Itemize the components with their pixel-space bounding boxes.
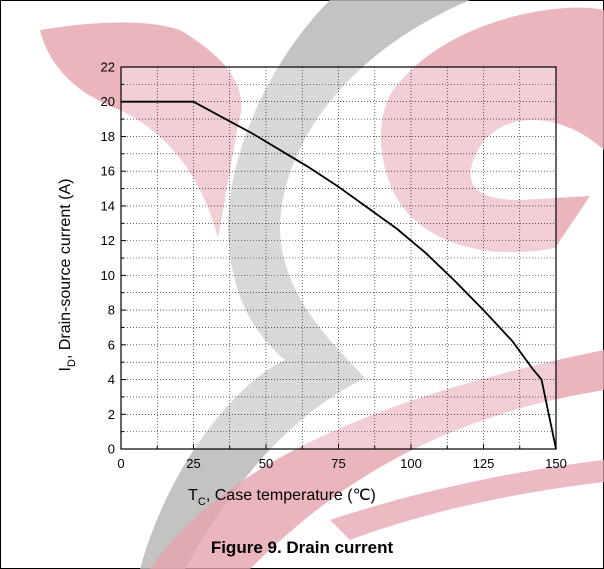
drain-current-curve — [121, 100, 557, 450]
watermark-pink-arc-bottom — [150, 350, 604, 569]
y-tick-label: 6 — [108, 337, 115, 352]
x-tick-label: 75 — [331, 456, 345, 471]
y-tick-label: 22 — [101, 60, 115, 75]
chart-series — [121, 100, 557, 450]
y-tick-label: 12 — [101, 233, 115, 248]
y-tick-label: 16 — [101, 164, 115, 179]
y-tick-label: 4 — [108, 372, 115, 387]
watermark-grey-band — [140, 0, 470, 569]
chart-tick-labels: 0 25 50 75 100 125 150 0 2 4 6 8 10 12 14 16 18 20 22 — [101, 60, 567, 472]
y-tick-label: 10 — [101, 268, 115, 283]
y-axis-title: ID, Drain-source current (A) — [57, 179, 78, 372]
y-tick-label: 2 — [108, 407, 115, 422]
x-tick-label: 125 — [473, 456, 495, 471]
watermark-pink-swoosh-left — [40, 22, 242, 238]
y-tick-label: 8 — [108, 303, 115, 318]
y-tick-label: 20 — [101, 94, 115, 109]
x-tick-label: 50 — [259, 456, 273, 471]
chart-grid — [121, 67, 556, 449]
y-tick-label: 0 — [108, 442, 115, 457]
y-tick-label: 14 — [101, 198, 115, 213]
chart-axes — [120, 66, 557, 450]
x-tick-label: 25 — [186, 456, 200, 471]
x-tick-label: 100 — [400, 456, 422, 471]
figure-caption: Figure 9. Drain current — [210, 538, 394, 557]
x-tick-label: 150 — [545, 456, 567, 471]
x-axis-title: TC, Case temperature (℃) — [188, 487, 376, 508]
x-tick-label: 0 — [117, 456, 124, 471]
watermark-pink-arc-top — [380, 7, 604, 253]
watermark-pink-stripe — [330, 460, 604, 540]
y-tick-label: 18 — [101, 129, 115, 144]
